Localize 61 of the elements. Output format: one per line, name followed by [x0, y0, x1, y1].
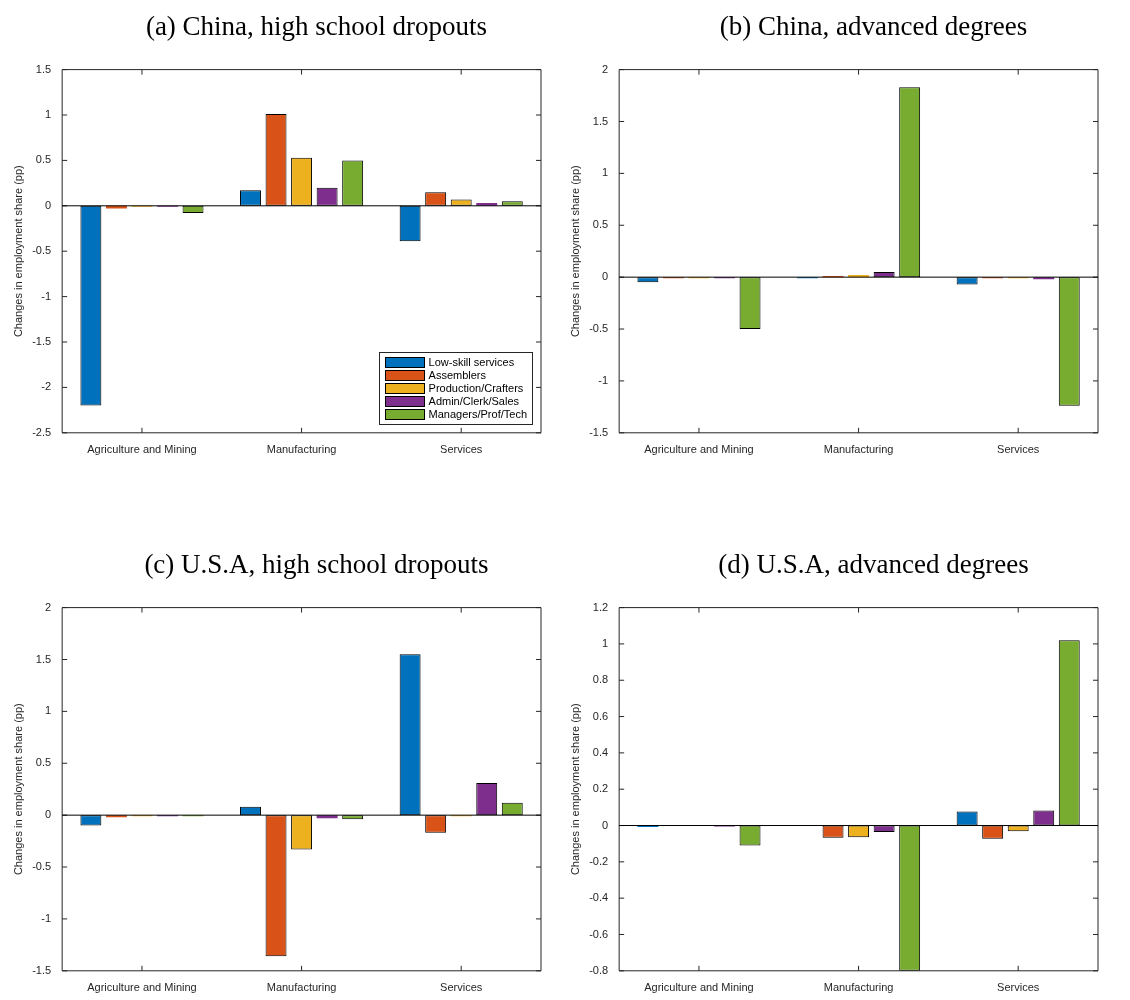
y-tick-label: 1.5	[35, 62, 52, 75]
x-tick-label: Services	[997, 981, 1040, 994]
y-tick-label: -0.6	[589, 927, 609, 940]
y-axis-title: Changes in employment share (pp)	[11, 165, 24, 338]
x-tick-label: Manufacturing	[266, 981, 337, 994]
y-tick-label: -1.5	[589, 425, 609, 438]
y-tick-label: 0.6	[592, 709, 609, 722]
y-tick-label: -1	[41, 289, 52, 302]
legend-label: Assemblers	[428, 369, 487, 382]
x-tick-label: Agriculture and Mining	[87, 981, 197, 994]
y-tick-label: -0.5	[589, 322, 609, 335]
y-tick-label: 0.5	[35, 153, 52, 166]
y-tick-label: 0	[45, 198, 52, 211]
y-tick-label: 1	[602, 166, 609, 179]
x-tick-label: Services	[997, 443, 1040, 456]
legend-label: Managers/Prof/Tech	[428, 408, 527, 421]
x-tick-label: Services	[440, 443, 483, 456]
chart-title: (d) U.S.A, advanced degrees	[717, 548, 1030, 581]
y-tick-label: 1.5	[35, 652, 52, 665]
y-tick-label: 0.5	[35, 756, 52, 769]
y-tick-label: 1.2	[592, 600, 609, 613]
chart-title: (b) China, advanced degrees	[718, 10, 1029, 43]
x-tick-label: Services	[440, 981, 483, 994]
y-tick-label: 0.4	[592, 745, 609, 758]
y-tick-label: 1	[45, 108, 52, 121]
y-tick-label: 2	[602, 62, 609, 75]
legend-label: Production/Crafters	[428, 382, 524, 395]
y-tick-label: -1	[598, 373, 609, 386]
legend-label: Admin/Clerk/Sales	[428, 395, 520, 408]
x-tick-label: Agriculture and Mining	[644, 981, 754, 994]
y-tick-label: -0.5	[32, 244, 52, 257]
y-tick-label: -0.5	[32, 860, 52, 873]
y-tick-label: 0.2	[592, 782, 609, 795]
y-tick-label: 2	[45, 600, 52, 613]
y-tick-label: -1.5	[32, 335, 52, 348]
y-tick-label: -0.2	[589, 854, 609, 867]
y-tick-label: -1.5	[32, 963, 52, 976]
y-tick-label: -0.4	[589, 891, 609, 904]
y-tick-label: 1	[45, 704, 52, 717]
x-tick-label: Agriculture and Mining	[87, 443, 197, 456]
chart-title: (c) U.S.A, high school dropouts	[143, 548, 490, 581]
x-tick-label: Manufacturing	[823, 443, 894, 456]
x-tick-label: Manufacturing	[823, 981, 894, 994]
y-axis-title: Changes in employment share (pp)	[568, 165, 581, 338]
y-tick-label: -2.5	[32, 425, 52, 438]
y-tick-label: 1	[602, 636, 609, 649]
legend-label: Low-skill services	[428, 356, 515, 369]
y-tick-label: 0	[45, 808, 52, 821]
y-tick-label: 0.5	[592, 218, 609, 231]
x-tick-label: Agriculture and Mining	[644, 443, 754, 456]
y-tick-label: -0.8	[589, 963, 609, 976]
y-tick-label: 0.8	[592, 673, 609, 686]
y-axis-title: Changes in employment share (pp)	[568, 703, 581, 876]
x-tick-label: Manufacturing	[266, 443, 337, 456]
y-tick-label: 0	[602, 818, 609, 831]
y-tick-label: -2	[41, 380, 52, 393]
y-tick-label: -1	[41, 911, 52, 924]
y-axis-title: Changes in employment share (pp)	[11, 703, 24, 876]
chart-title: (a) China, high school dropouts	[144, 10, 489, 43]
y-tick-label: 0	[602, 270, 609, 283]
y-tick-label: 1.5	[592, 114, 609, 127]
